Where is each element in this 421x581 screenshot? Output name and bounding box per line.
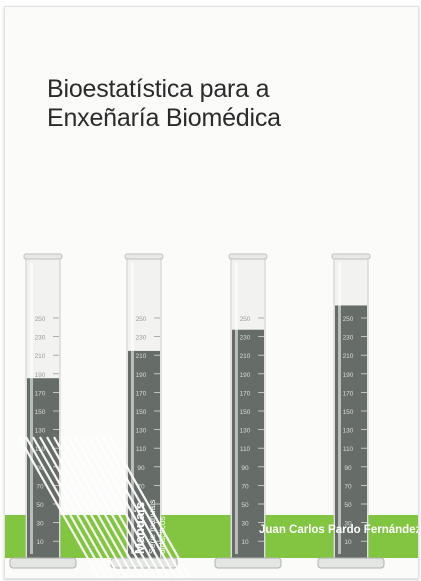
- graduation-label: 90: [344, 465, 352, 472]
- stripe-line: [95, 436, 177, 578]
- graduation-label: 10: [241, 539, 249, 546]
- graduation-label: 150: [343, 409, 354, 416]
- stripe-line: [18, 436, 100, 578]
- graduation-label: 210: [136, 353, 147, 360]
- graduation-label: 130: [136, 428, 147, 435]
- cylinder-base: [9, 557, 77, 569]
- cylinder-rim: [23, 253, 63, 260]
- stripe-line: [60, 436, 142, 578]
- book-cover: Bioestatística para a Enxeñaría Biomédic…: [4, 6, 419, 579]
- graduation-label: 170: [35, 390, 46, 397]
- graduation-label: 190: [343, 372, 354, 379]
- graduation-label: 230: [240, 335, 251, 342]
- stripe-line: [53, 436, 135, 578]
- graduation-label: 230: [136, 335, 147, 342]
- series-label: Manuais Serie manuais didácticos: [132, 464, 173, 554]
- graduation-label: 250: [35, 316, 46, 323]
- cylinder-highlight: [235, 263, 238, 554]
- cylinders-illustration: 250 230 210 190 170 150 130 110 90 70 50 30 10 250 230…: [9, 253, 385, 578]
- graduation-label: 170: [343, 390, 354, 397]
- graduation-label: 130: [35, 428, 46, 435]
- cylinder-base: [317, 557, 385, 569]
- graduation-label: 130: [343, 428, 354, 435]
- graduation-label: 70: [241, 483, 249, 490]
- cylinder-4: 250 230 210 190 170 150 130 110 90 70 50 30 10: [317, 253, 385, 569]
- graduation-label: 30: [344, 521, 352, 528]
- stripe-line: [39, 436, 121, 578]
- graduation-label: 150: [35, 409, 46, 416]
- stripe-line: [109, 436, 191, 578]
- graduation-label: 50: [344, 502, 352, 509]
- graduation-label: 10: [36, 539, 44, 546]
- stripe-line: [67, 436, 149, 578]
- graduation-label: 90: [36, 465, 44, 472]
- stripe-line: [74, 436, 156, 578]
- cylinder-base: [214, 557, 282, 569]
- stripe-line: [32, 436, 114, 578]
- graduation-label: 210: [240, 353, 251, 360]
- graduation-label: 110: [240, 446, 251, 453]
- title-line-2: Enxeñaría Biomédica: [47, 104, 281, 132]
- diagonal-stripes: [18, 436, 191, 578]
- stripe-line: [81, 436, 163, 578]
- graduation-label: 210: [343, 353, 354, 360]
- graduation-label: 130: [240, 428, 251, 435]
- graduation-label: 250: [136, 316, 147, 323]
- title-line-1: Bioestatística para a: [47, 75, 270, 103]
- graduation-label: 250: [240, 316, 251, 323]
- graduation-label: 10: [344, 539, 352, 546]
- graduation-label: 150: [240, 409, 251, 416]
- graduation-label: 50: [36, 502, 44, 509]
- graduation-label: 230: [35, 335, 46, 342]
- stripe-line: [102, 436, 184, 578]
- graduation-label: 250: [343, 316, 354, 323]
- graduation-label: 30: [36, 521, 44, 528]
- graduation-label: 190: [240, 372, 251, 379]
- series-subtitle: Serie manuais didácticos: [147, 499, 167, 554]
- cylinder-3: 250 230 210 190 170 150 130 110 90 70 50 30 10: [214, 253, 282, 569]
- graduation-label: 110: [136, 446, 147, 453]
- cylinder-highlight: [338, 263, 341, 554]
- graduation-label: 70: [36, 483, 44, 490]
- stripe-line: [46, 436, 128, 578]
- graduation-label: 30: [137, 521, 145, 528]
- graduation-label: 170: [136, 390, 147, 397]
- cylinder-highlight: [30, 263, 33, 554]
- graduation-label: 70: [344, 483, 352, 490]
- cylinder-rim: [124, 253, 164, 260]
- graduation-label: 70: [137, 483, 145, 490]
- graduation-label: 170: [240, 390, 251, 397]
- graduation-label: 230: [343, 335, 354, 342]
- cylinder-highlight: [131, 263, 134, 554]
- book-title: Bioestatística para a Enxeñaría Biomédic…: [47, 75, 281, 133]
- graduation-label: 90: [241, 465, 249, 472]
- cylinder-rim: [228, 253, 268, 260]
- graduation-label: 30: [241, 521, 249, 528]
- author-name: Juan Carlos Pardo Fernández: [259, 524, 419, 536]
- cylinder-rim: [331, 253, 371, 260]
- stripe-line: [88, 436, 170, 578]
- graduation-label: 190: [35, 372, 46, 379]
- graduation-label: 210: [35, 353, 46, 360]
- stripe-line: [25, 436, 107, 578]
- graduation-label: 90: [137, 465, 145, 472]
- graduation-label: 190: [136, 372, 147, 379]
- graduation-label: 110: [343, 446, 354, 453]
- graduation-label: 50: [241, 502, 249, 509]
- series-name: Manuais: [132, 501, 147, 554]
- graduation-label: 150: [136, 409, 147, 416]
